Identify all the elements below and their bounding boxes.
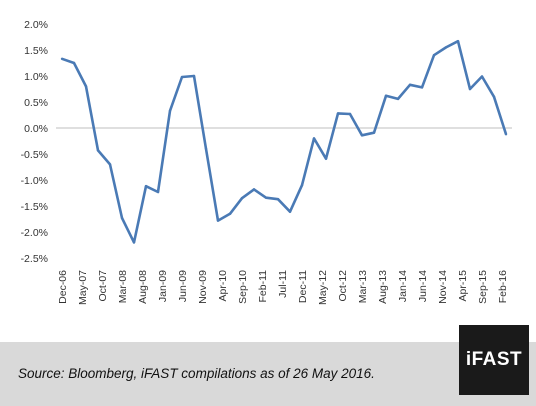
source-note: Source: Bloomberg, iFAST compilations as… (18, 366, 375, 381)
x-tick-label: Aug-13 (377, 270, 389, 304)
data-point (144, 185, 148, 188)
y-tick-label: 1.5% (24, 45, 48, 57)
x-tick-label: Jun-09 (177, 270, 189, 302)
logo-text: iFAST (465, 349, 523, 370)
data-point (480, 75, 484, 78)
y-tick-label: 1.0% (24, 71, 48, 83)
data-point (168, 109, 172, 113)
data-point (108, 163, 112, 166)
x-tick-label: Apr-10 (217, 270, 229, 302)
y-tick-label: -1.0% (21, 175, 48, 187)
data-point (384, 94, 388, 97)
data-point (324, 157, 328, 160)
data-point (372, 131, 376, 134)
x-tick-label: Mar-13 (357, 270, 369, 303)
data-point (348, 112, 352, 116)
y-tick-label: -1.5% (21, 201, 48, 213)
y-tick-label: -2.0% (21, 227, 48, 239)
data-point (276, 198, 280, 201)
data-point (192, 74, 196, 78)
x-tick-label: May-12 (317, 270, 329, 305)
x-tick-label: Oct-12 (337, 270, 349, 302)
data-point (504, 133, 508, 136)
x-tick-label: Jul-11 (277, 270, 289, 298)
data-point (132, 241, 136, 244)
data-point (252, 188, 256, 191)
x-tick-label: Feb-11 (257, 270, 269, 303)
data-point (456, 39, 460, 43)
x-tick-label: Dec-06 (57, 270, 69, 304)
x-tick-label: Apr-15 (457, 270, 469, 302)
x-tick-label: Nov-09 (197, 270, 209, 304)
data-point (396, 97, 400, 101)
x-tick-label: Aug-08 (137, 270, 149, 304)
x-tick-label: Nov-14 (437, 270, 449, 304)
x-tick-label: Dec-11 (297, 270, 309, 303)
y-tick-label: -0.5% (21, 149, 48, 161)
x-tick-label: Jan-14 (397, 270, 409, 302)
x-tick-label: Sep-10 (237, 270, 249, 304)
y-tick-label: 2.0% (24, 19, 48, 31)
footer-bar: Source: Bloomberg, iFAST compilations as… (0, 325, 536, 406)
data-point (492, 95, 496, 99)
data-point (240, 197, 244, 200)
x-tick-label: Feb-16 (497, 270, 509, 303)
data-point (156, 190, 160, 194)
ifast-logo: iFAST (459, 325, 529, 395)
data-point (228, 212, 232, 215)
x-tick-label: Sep-15 (477, 270, 489, 304)
chart: 2.0% 1.5% 1.0% 0.5% 0.0% -0.5% -1.0% -1.5% -2.0%… (21, 19, 512, 305)
data-point (312, 137, 316, 140)
x-tick-label: May-07 (77, 270, 89, 305)
x-tick-label: Jan-09 (157, 270, 169, 302)
y-tick-label: -2.5% (21, 253, 48, 265)
data-point (60, 57, 64, 61)
series-line (61, 39, 508, 244)
x-tick-label: Oct-07 (97, 270, 109, 302)
data-point (288, 210, 292, 213)
data-point (408, 83, 412, 87)
x-tick-label: Mar-08 (117, 270, 129, 303)
data-point (444, 46, 448, 49)
data-point (336, 112, 340, 115)
y-tick-label: 0.0% (24, 123, 48, 135)
data-point (360, 134, 364, 137)
data-point (420, 86, 424, 89)
data-point (84, 85, 88, 88)
data-point (300, 184, 304, 187)
data-point (72, 61, 76, 65)
data-point (216, 219, 220, 222)
data-point (264, 196, 268, 199)
chart-svg: 2.0% 1.5% 1.0% 0.5% 0.0% -0.5% -1.0% -1.5% -2.0%… (21, 19, 512, 305)
data-point (180, 75, 184, 79)
data-point (468, 87, 472, 91)
y-tick-label: 0.5% (24, 97, 48, 109)
data-point (96, 149, 100, 152)
x-tick-label: Jun-14 (417, 270, 429, 302)
data-point (120, 216, 124, 220)
data-point (204, 147, 208, 150)
data-point (432, 54, 436, 57)
